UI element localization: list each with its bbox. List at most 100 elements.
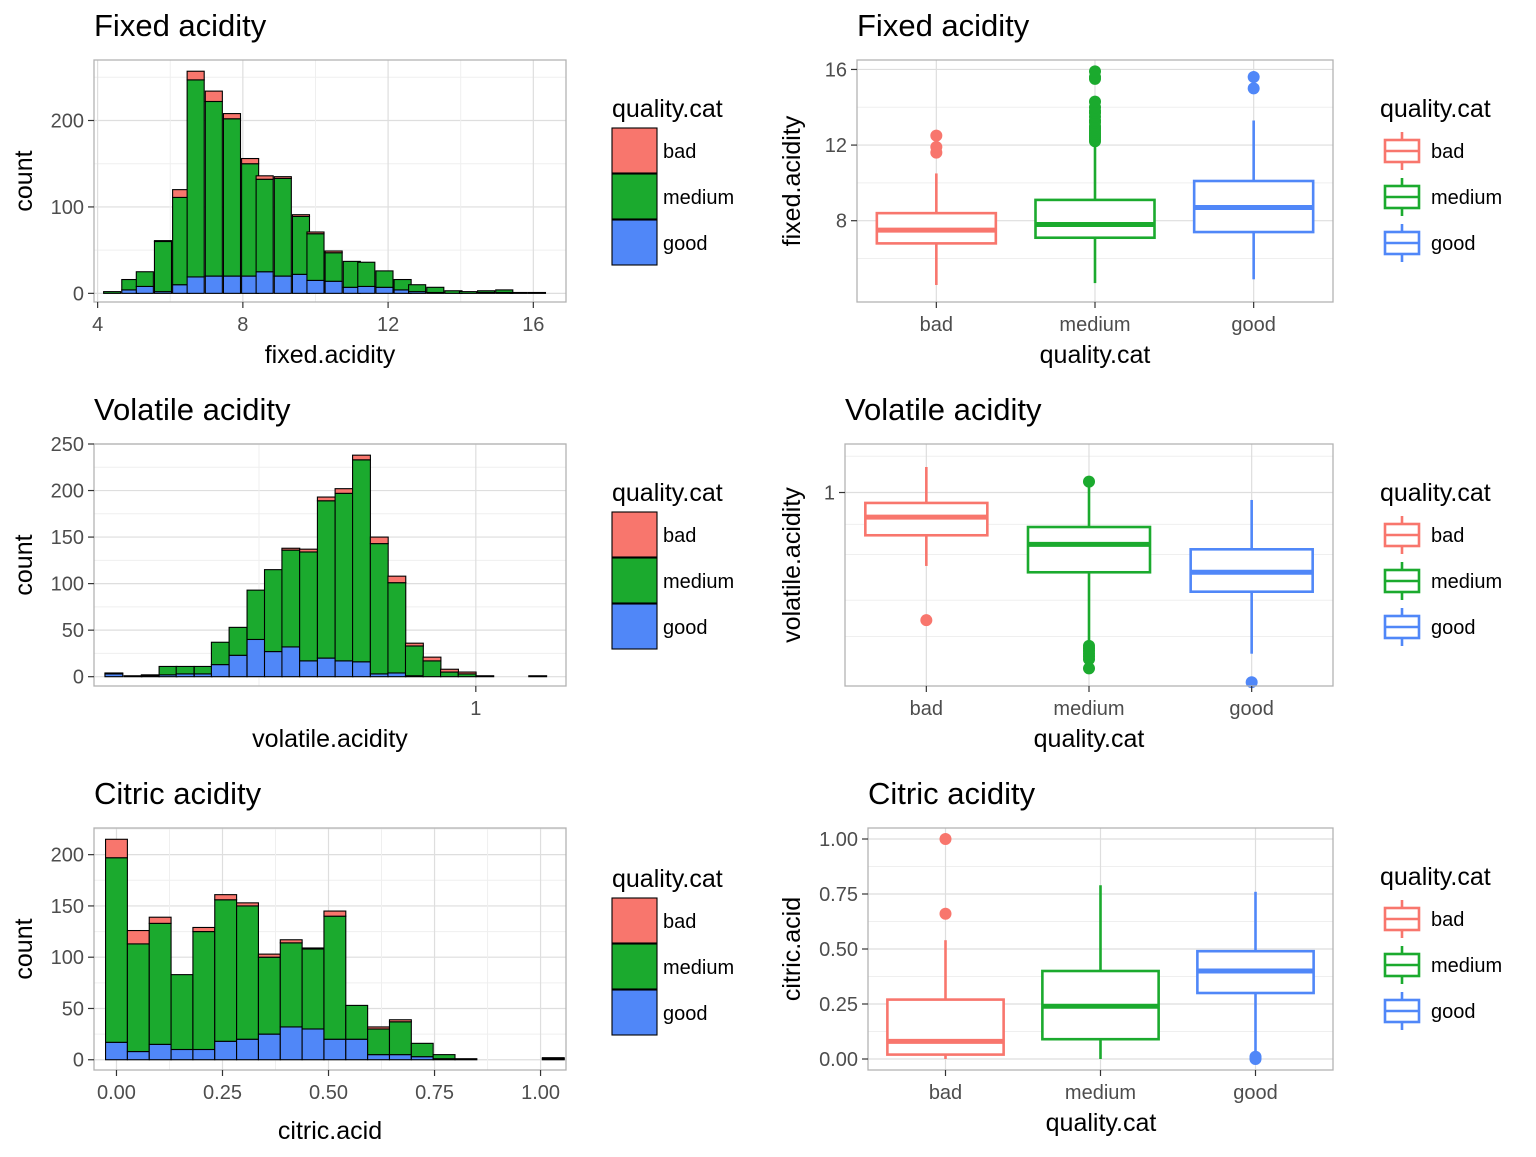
fixed-hist-legend-item-medium: medium <box>611 173 734 220</box>
volatile-hist-bar-medium <box>404 645 424 677</box>
fixed-hist-bar-medium <box>204 100 223 277</box>
fixed-hist-x-tick-label: 8 <box>237 314 248 336</box>
fixed-hist-bar-good <box>255 271 274 294</box>
volatile-hist-marks <box>104 454 548 678</box>
volatile-hist-bar-good <box>281 646 301 678</box>
volatile-hist-x-tick-label: 1 <box>470 698 481 720</box>
fixed-hist-legend-item-good: good <box>611 219 708 266</box>
fixed-hist-bar-medium <box>273 177 292 277</box>
volatile-hist-legend: quality.cat bad medium good <box>611 479 734 650</box>
volatile-hist-bar-medium <box>263 569 283 653</box>
volatile-hist-bar-bad <box>528 675 548 678</box>
citric-hist-x-tick-label: 0.50 <box>309 1082 348 1104</box>
citric-box-y-tick-label: 0.25 <box>819 994 858 1016</box>
citric-box-box-medium <box>1041 885 1160 1059</box>
citric-hist-bar-good <box>388 1054 412 1061</box>
fixed-hist-bar-bad <box>255 175 274 180</box>
fixed-hist-bar-medium <box>426 286 445 294</box>
citric-box-y-tick-label: 0.75 <box>819 884 858 906</box>
fixed-box-legend-item-medium: medium <box>1383 178 1502 216</box>
volatile-box-box-good <box>1189 499 1314 689</box>
citric-hist-bar-bad <box>257 953 281 958</box>
citric-hist-bar-medium <box>323 915 347 1040</box>
citric-hist-legend-title: quality.cat <box>612 865 723 893</box>
volatile-hist-x-axis-title: volatile.acidity <box>252 725 408 753</box>
volatile-box-legend-item-medium: medium <box>1383 562 1502 600</box>
citric-box-x-tick-label: medium <box>1065 1082 1136 1104</box>
volatile-box-outlier-point <box>1083 639 1095 652</box>
volatile-hist-legend-item-medium: medium <box>611 557 734 604</box>
volatile-hist-y-tick-label: 150 <box>51 527 84 549</box>
volatile-hist-bar-bad <box>369 536 389 545</box>
fixed-hist-bar-bad <box>204 90 223 103</box>
volatile-hist-legend-label-good: good <box>663 617 708 639</box>
fixed-hist-bar-bad <box>291 214 311 217</box>
volatile-hist-bar-medium <box>210 641 230 666</box>
citric-hist-x-axis: 0.00 0.25 0.50 0.75 1.00 <box>97 1070 560 1104</box>
fixed-hist-x-tick-label: 4 <box>92 314 103 336</box>
volatile-hist-bar-good <box>263 651 283 678</box>
volatile-hist-bar-good <box>228 654 248 678</box>
volatile-hist-bar-medium <box>158 665 178 676</box>
volatile-hist-bar-medium <box>440 671 459 678</box>
citric-hist-bar-good <box>170 1048 194 1061</box>
citric-hist-bar-medium <box>454 1058 478 1061</box>
citric-hist-bar-bad <box>192 926 216 933</box>
citric-box-y-axis: 0.00 0.25 0.50 0.75 1.00 <box>819 829 868 1071</box>
citric-box-y-tick-label: 0.50 <box>819 939 858 961</box>
fixed-hist-legend-key-medium <box>611 173 658 220</box>
citric-hist-bar-bad <box>279 939 303 944</box>
citric-hist-bar-good <box>323 1038 347 1061</box>
volatile-hist-y-tick-label: 50 <box>62 620 84 642</box>
citric-hist-bar-medium <box>301 948 325 1030</box>
citric-hist-y-axis-title: count <box>10 918 38 979</box>
fixed-hist-legend-key-good <box>611 219 658 266</box>
volatile-box-y-tick-label: 1 <box>824 483 835 505</box>
volatile-box-legend-label-bad: bad <box>1431 525 1464 547</box>
fixed-hist-bar-good <box>222 275 242 294</box>
volatile-hist-bar-good <box>352 661 371 678</box>
fixed-hist-bar-medium <box>135 271 154 287</box>
citric-hist-y-tick-label: 150 <box>51 896 84 918</box>
citric-hist-bar-bad <box>214 894 238 901</box>
fixed-hist-bar-good <box>186 276 205 294</box>
fixed-hist-bar-bad <box>306 231 325 235</box>
volatile-box-y-axis: 1 <box>824 483 845 505</box>
volatile-hist-bar-good <box>123 675 143 678</box>
fixed-box-legend: quality.cat bad medium good <box>1380 95 1502 262</box>
fixed-hist-legend-title: quality.cat <box>612 95 723 123</box>
fixed-box-y-tick-label: 12 <box>825 135 847 157</box>
fixed-hist-grid <box>94 60 566 302</box>
volatile-hist-bar-good <box>334 660 354 678</box>
volatile-hist-y-tick-label: 200 <box>51 481 84 503</box>
citric-hist-bar-medium <box>192 931 216 1051</box>
volatile-hist-bar-medium <box>175 665 195 675</box>
fixed-box-legend-item-bad: bad <box>1383 132 1464 170</box>
volatile-box-x-tick-label: bad <box>910 698 943 720</box>
fixed-hist-bar-good <box>324 280 343 294</box>
fixed-box-title: Fixed acidity <box>857 8 1030 43</box>
volatile-hist-legend-key-medium <box>611 557 658 604</box>
citric-hist-bar-good <box>257 1033 281 1061</box>
fixed-box-x-tick-label: good <box>1231 314 1276 336</box>
citric-box-legend-label-good: good <box>1431 1001 1476 1023</box>
volatile-hist-bar-good <box>210 664 230 678</box>
volatile-box-marks <box>864 467 1314 689</box>
volatile-hist-bar-medium <box>422 660 442 678</box>
citric-box-legend-item-bad: bad <box>1383 900 1464 938</box>
fixed-box-x-tick-label: bad <box>920 314 953 336</box>
volatile-box-x-tick-label: good <box>1229 698 1274 720</box>
fixed-box-y-axis: 8 12 16 <box>825 59 857 233</box>
volatile-hist-bar-good <box>299 660 319 678</box>
fixed-box-legend-title: quality.cat <box>1380 95 1491 123</box>
fixed-hist-y-axis: 0 100 200 <box>51 111 94 305</box>
citric-box-y-tick-label: 1.00 <box>819 829 858 851</box>
citric-hist-bar-good <box>367 1054 391 1061</box>
volatile-hist-bar-medium <box>369 543 389 675</box>
volatile-hist-bar-medium <box>104 672 124 675</box>
citric-hist-bar-good <box>192 1048 216 1061</box>
citric-box-x-axis: bad medium good <box>929 1070 1278 1104</box>
citric-hist-legend-key-medium <box>611 943 658 990</box>
fixed-hist-bar-medium <box>357 261 376 287</box>
